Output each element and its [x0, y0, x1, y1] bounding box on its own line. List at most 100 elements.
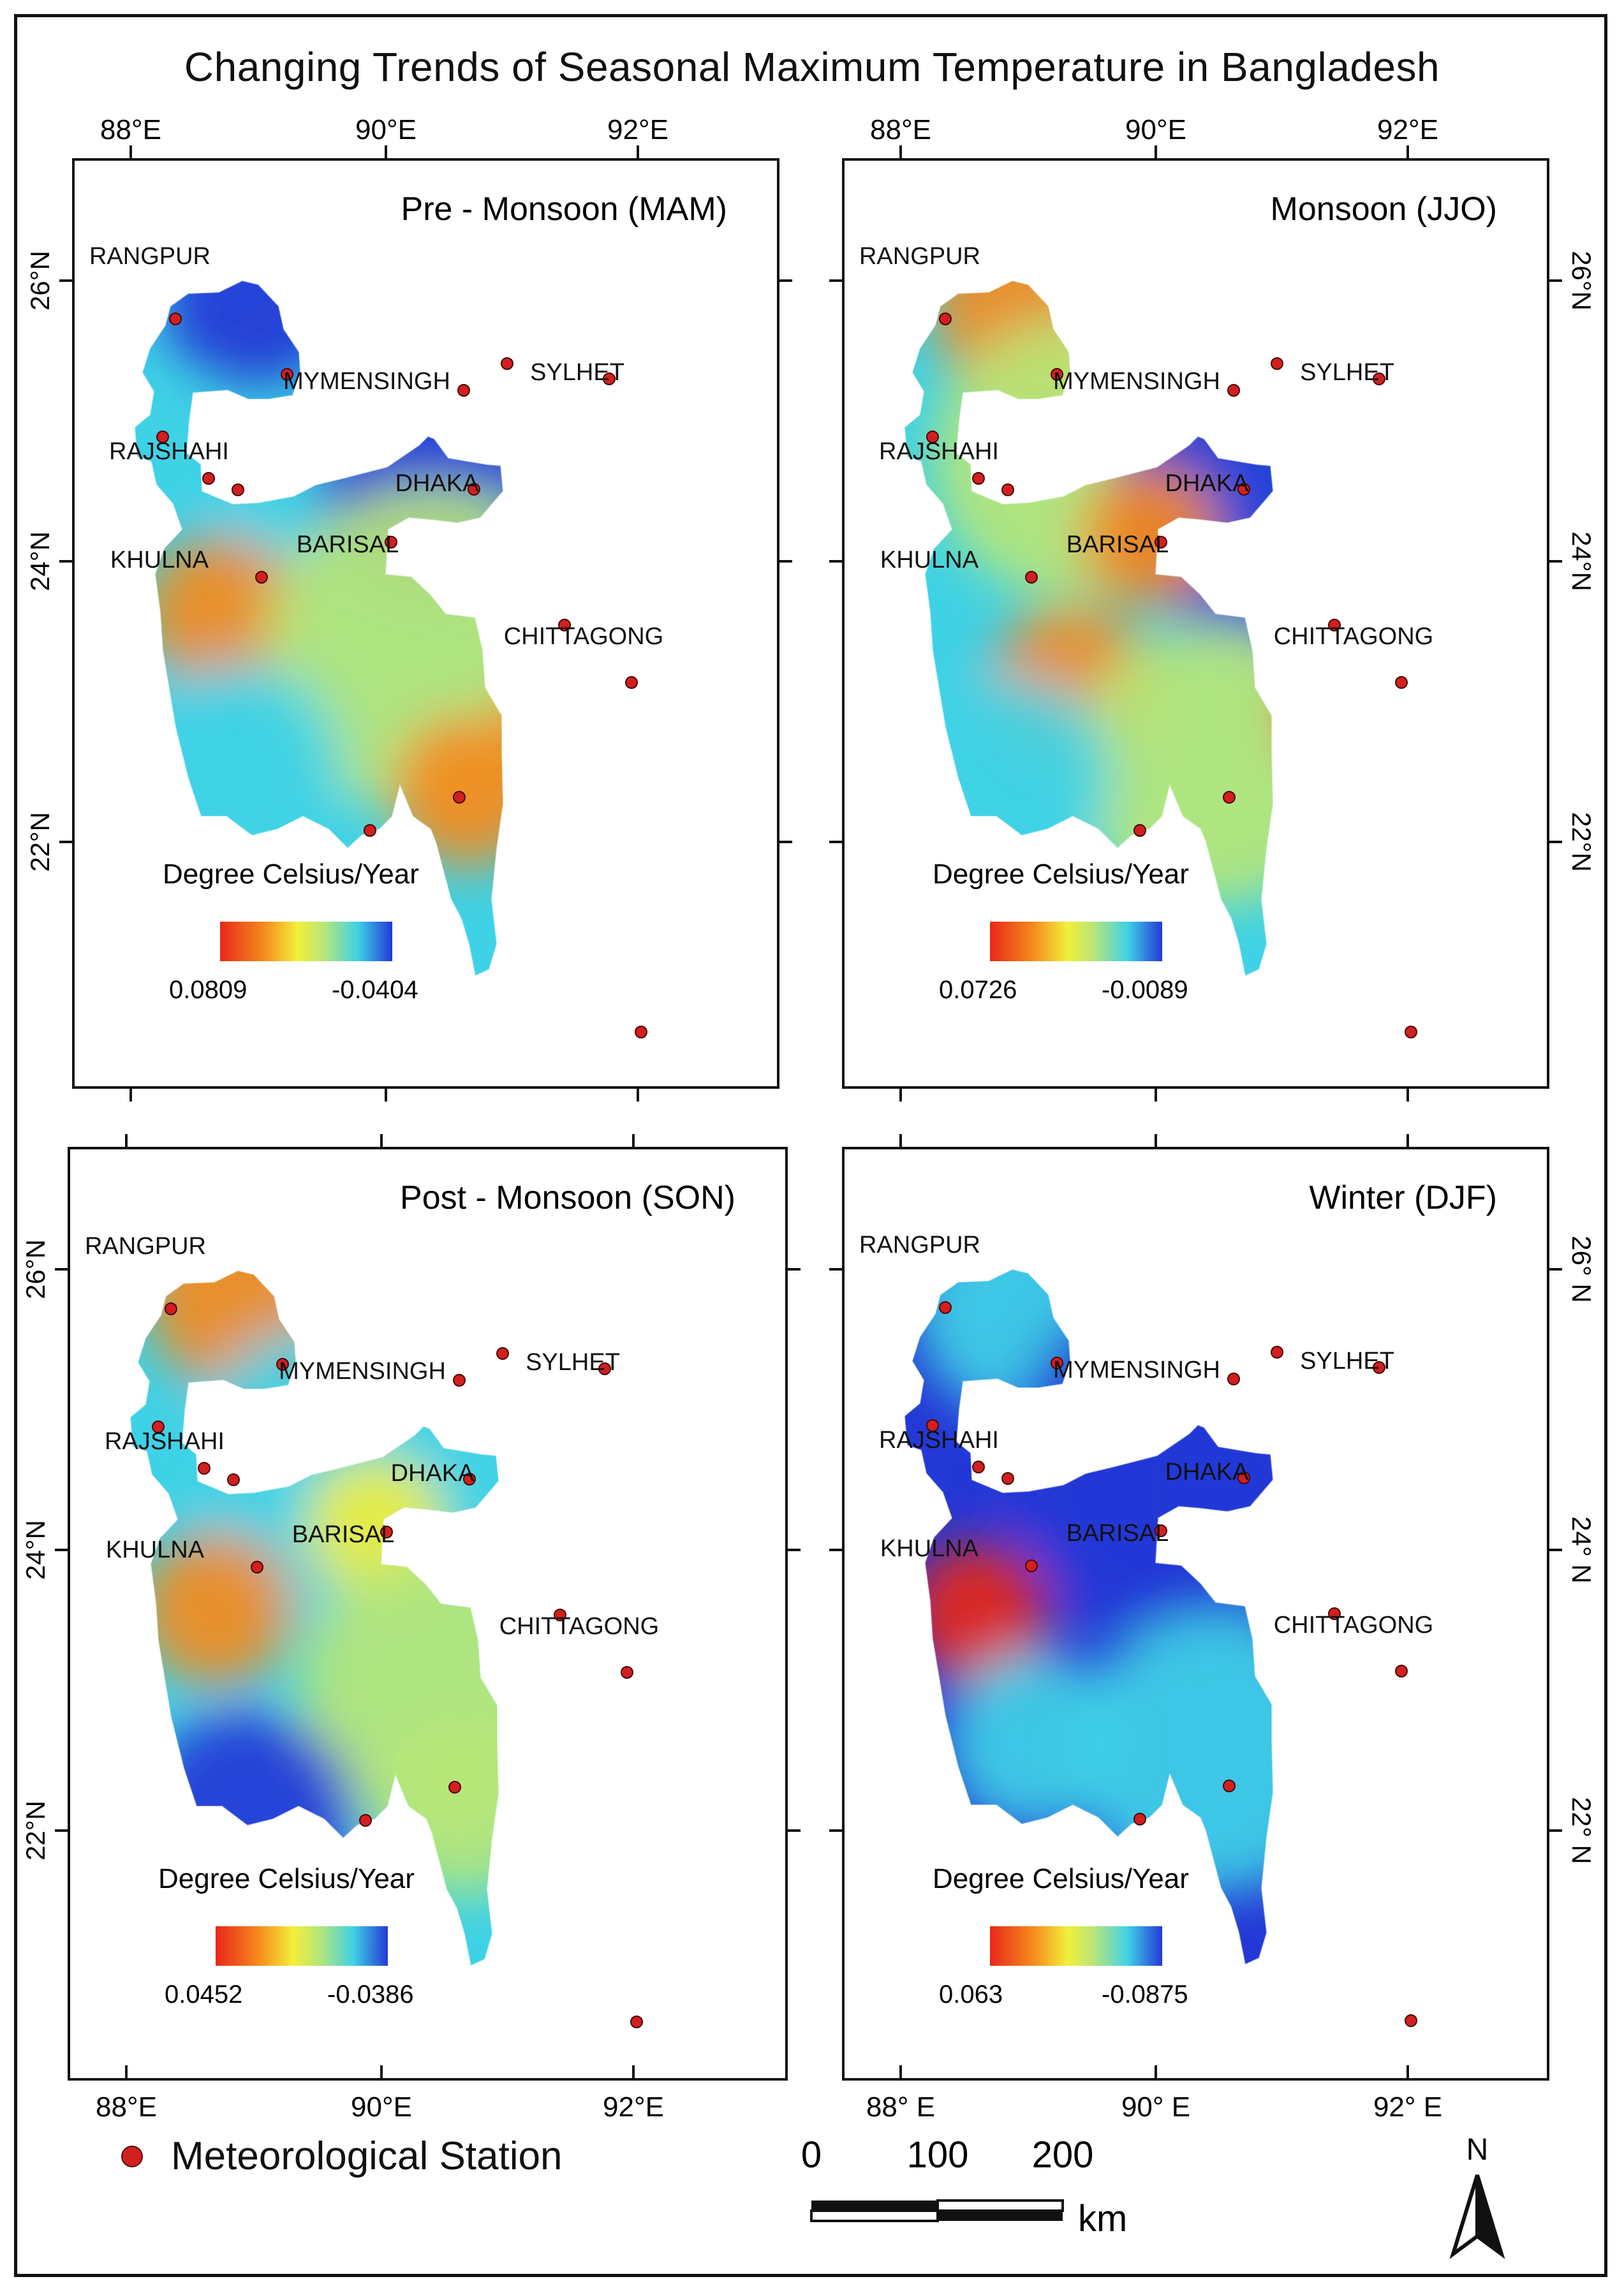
city-label-chittagong: CHITTAGONG: [1274, 1612, 1434, 1639]
trend-zone: [907, 1544, 1047, 1684]
legend-max: 0.0809: [169, 976, 247, 1004]
station-marker-icon: [1227, 1373, 1240, 1385]
longitude-tick-label: 92°E: [1377, 114, 1438, 145]
station-marker-icon: [1025, 1559, 1038, 1572]
station-marker-icon: [276, 1358, 289, 1371]
city-label-sylhet: SYLHET: [526, 1349, 620, 1376]
longitude-tick-label: 88°E: [870, 114, 931, 145]
scale-label-200: 200: [1032, 2134, 1094, 2176]
city-label-mymensingh: MYMENSINGH: [1053, 368, 1220, 395]
coastline: [903, 1268, 1274, 1966]
station-marker-icon: [554, 1609, 566, 1621]
station-marker-icon: [1237, 1471, 1250, 1484]
scale-segment-4: [938, 2211, 1063, 2221]
map-panel-1: RANGPUR MYMENSINGH SYLHET RAJSHAHI DHAKA KHUL…: [25, 114, 792, 1102]
latitude-tick-label: 24°N: [20, 1520, 50, 1580]
longitude-tick-label: 88° E: [866, 2091, 935, 2123]
latitude-tick-label: 26°N: [1567, 251, 1597, 311]
legend-title: Degree Celsius/Year: [933, 1863, 1189, 1894]
latitude-tick-label: 22° N: [1567, 1797, 1597, 1864]
legend-title: Degree Celsius/Year: [158, 1863, 415, 1894]
city-label-rajshahi: RAJSHAHI: [879, 438, 999, 465]
station-marker-icon: [1373, 1361, 1385, 1374]
trend-zone: [265, 485, 503, 816]
station-marker-icon: [972, 1461, 985, 1473]
station-marker-icon: [939, 313, 952, 325]
city-label-rangpur: RANGPUR: [89, 243, 210, 270]
longitude-tick-label: 90°E: [355, 114, 417, 145]
station-marker-icon: [281, 368, 293, 381]
north-label: N: [1466, 2133, 1489, 2167]
station-marker-icon: [625, 676, 638, 689]
station-marker-icon: [1001, 1472, 1014, 1485]
legend-max: 0.0452: [165, 1980, 242, 2009]
station-marker-icon: [496, 1347, 509, 1360]
station-marker-icon: [598, 1362, 611, 1375]
station-marker-icon: [169, 313, 182, 325]
station-marker-icon: [635, 1026, 647, 1038]
panel-title: Monsoon (JJO): [1271, 191, 1497, 228]
city-label-khulna: KHULNA: [110, 547, 209, 573]
city-label-mymensingh: MYMENSINGH: [279, 1358, 446, 1385]
station-marker-icon: [1051, 368, 1063, 381]
latitude-tick-label: 22°N: [20, 1801, 50, 1861]
station-marker-icon: [385, 536, 397, 549]
city-label-sylhet: SYLHET: [1300, 359, 1394, 386]
map-panel-2: RANGPUR MYMENSINGH SYLHET RAJSHAHI DHAKA KHUL…: [829, 114, 1597, 1102]
latitude-tick-label: 24° N: [1567, 1516, 1597, 1584]
station-marker-icon: [1133, 1813, 1146, 1825]
station-marker-icon: [603, 372, 616, 385]
scale-unit: km: [1078, 2198, 1127, 2239]
city-label-dhaka: DHAKA: [391, 1460, 475, 1487]
city-label-rangpur: RANGPUR: [859, 243, 980, 270]
station-marker-icon: [1271, 357, 1283, 370]
longitude-tick-label: 90°E: [1125, 114, 1186, 145]
city-label-dhaka: DHAKA: [1165, 470, 1250, 497]
city-label-khulna: KHULNA: [880, 547, 979, 573]
station-marker-icon: [380, 1526, 393, 1538]
station-marker-icon: [501, 357, 513, 370]
city-label-chittagong: CHITTAGONG: [499, 1613, 660, 1640]
scale-segment-2: [810, 2209, 939, 2222]
longitude-tick-label: 92°E: [607, 114, 668, 145]
station-marker-icon: [359, 1814, 372, 1827]
scale-bar: 0 100 200 km: [801, 2134, 1127, 2239]
station-marker-icon: [1271, 1346, 1283, 1359]
station-marker-icon: [1223, 791, 1236, 804]
scale-segment-3: [936, 2199, 1064, 2212]
station-marker-icon: [251, 1561, 263, 1574]
north-arrow: N: [1449, 2133, 1505, 2259]
legend-title: Degree Celsius/Year: [163, 859, 419, 890]
legend-title: Degree Celsius/Year: [933, 859, 1189, 890]
city-label-barisal: BARISAL: [297, 531, 399, 558]
station-marker-icon: [232, 483, 244, 496]
legend-min: -0.0089: [1102, 976, 1188, 1004]
figure-title: Changing Trends of Seasonal Maximum Temp…: [184, 44, 1440, 90]
legend-min: -0.0386: [327, 1980, 414, 2009]
north-arrow-left-icon: [1449, 2174, 1479, 2259]
longitude-tick-label: 90°E: [351, 2091, 412, 2123]
station-marker-icon: [1223, 1780, 1236, 1792]
city-label-chittagong: CHITTAGONG: [1274, 623, 1434, 650]
station-marker-icon: [1133, 824, 1146, 837]
station-marker-icon: [1237, 483, 1250, 496]
station-marker-icon: [1051, 1357, 1063, 1369]
panel-title: Winter (DJF): [1309, 1179, 1497, 1216]
station-marker-icon: [1155, 536, 1167, 549]
station-marker-icon: [1328, 619, 1341, 631]
station-marker-icon: [1395, 676, 1408, 689]
longitude-tick-label: 90° E: [1121, 2091, 1190, 2123]
city-label-dhaka: DHAKA: [395, 470, 480, 497]
longitude-tick-label: 88°E: [100, 114, 161, 145]
longitude-tick-label: 88°E: [96, 2091, 157, 2123]
city-label-barisal: BARISAL: [292, 1521, 395, 1548]
city-label-barisal: BARISAL: [1067, 531, 1169, 558]
scale-label-0: 0: [801, 2134, 822, 2176]
station-marker-icon: [453, 791, 466, 804]
latitude-tick-label: 26°N: [25, 251, 55, 311]
station-marker-icon: [1405, 2014, 1417, 2027]
latitude-tick-label: 24°N: [25, 531, 55, 591]
trend-zone: [299, 1551, 499, 1832]
station-marker-icon: [165, 1302, 177, 1315]
